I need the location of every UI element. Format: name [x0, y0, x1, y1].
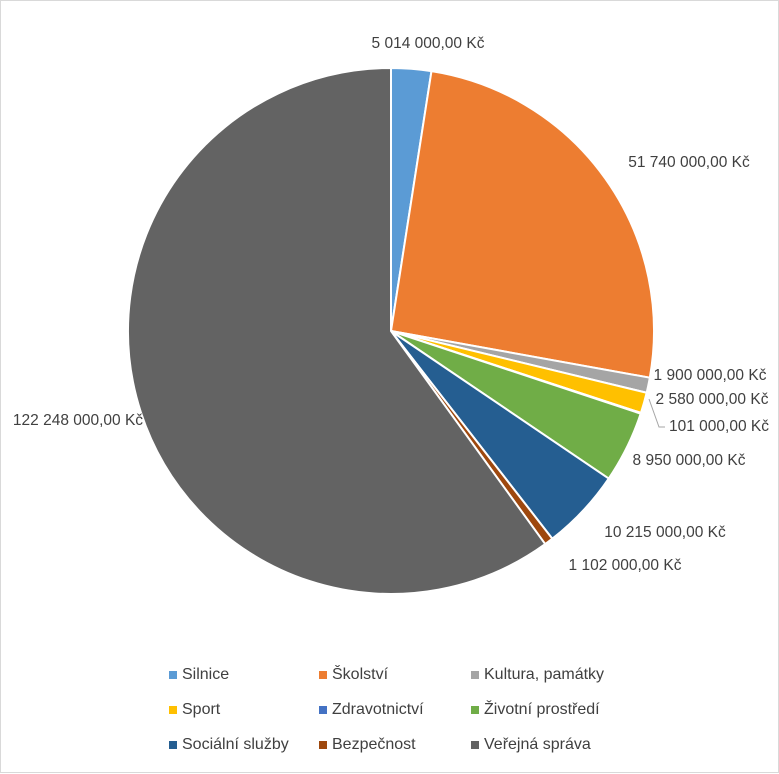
- legend-swatch-9: [471, 741, 479, 749]
- legend-label-1: Silnice: [182, 666, 230, 683]
- legend-swatch-6: [471, 706, 479, 714]
- data-label-2: 51 740 000,00 Kč: [628, 154, 750, 171]
- legend-label-7: Sociální služby: [182, 736, 289, 753]
- data-label-3: 1 900 000,00 Kč: [654, 367, 767, 384]
- legend-item-8: Bezpečnost: [319, 736, 416, 754]
- legend-label-2: Školství: [332, 666, 389, 683]
- legend-label-3: Kultura, památky: [484, 666, 605, 683]
- data-labels: 5 014 000,00 Kč 51 740 000,00 Kč 1 900 000…: [13, 35, 769, 574]
- legend: Silnice Školství Kultura, památky Sport Zdra…: [169, 663, 649, 763]
- legend-item-7: Sociální služby: [169, 736, 289, 754]
- pie-slice-9: [127, 67, 547, 595]
- legend-swatch-4: [169, 706, 177, 714]
- leader-lines: [648, 398, 665, 428]
- legend-item-6: Životní prostředí: [471, 701, 600, 719]
- legend-item-4: Sport: [169, 701, 220, 719]
- legend-item-3: Kultura, památky: [471, 666, 604, 684]
- data-label-6: 8 950 000,00 Kč: [633, 452, 746, 469]
- legend-swatch-2: [319, 671, 327, 679]
- legend-item-2: Školství: [319, 666, 388, 684]
- data-label-8: 1 102 000,00 Kč: [569, 557, 682, 574]
- legend-label-9: Veřejná správa: [484, 736, 591, 753]
- legend-label-4: Sport: [182, 701, 221, 718]
- data-label-9: 122 248 000,00 Kč: [13, 412, 143, 429]
- data-label-4: 2 580 000,00 Kč: [656, 391, 769, 408]
- pie-slices: [127, 66, 655, 595]
- legend-label-8: Bezpečnost: [332, 736, 416, 753]
- legend-label-6: Životní prostředí: [484, 701, 600, 718]
- legend-item-1: Silnice: [169, 666, 229, 684]
- data-label-1: 5 014 000,00 Kč: [372, 35, 485, 52]
- data-label-5: 101 000,00 Kč: [669, 418, 769, 435]
- legend-swatch-5: [319, 706, 327, 714]
- legend-swatch-8: [319, 741, 327, 749]
- legend-item-9: Veřejná správa: [471, 736, 591, 754]
- legend-swatch-1: [169, 671, 177, 679]
- legend-label-5: Zdravotnictví: [332, 701, 424, 718]
- legend-item-5: Zdravotnictví: [319, 701, 424, 719]
- data-label-7: 10 215 000,00 Kč: [604, 524, 726, 541]
- legend-swatch-7: [169, 741, 177, 749]
- pie-slice-2: [390, 70, 655, 379]
- legend-swatch-3: [471, 671, 479, 679]
- leader-line-5: [648, 398, 665, 428]
